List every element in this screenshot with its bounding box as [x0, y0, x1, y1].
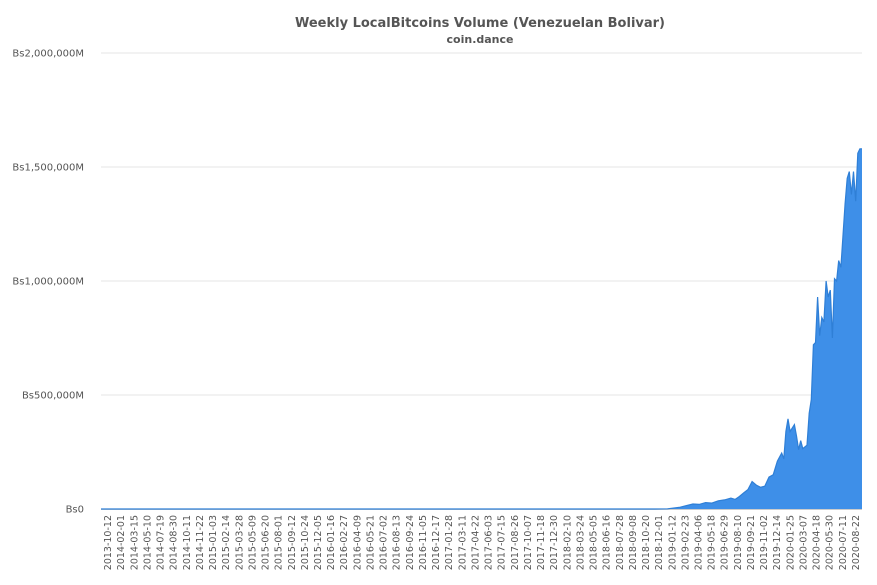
x-tick-label: 2018-12-01	[654, 515, 665, 570]
x-tick-label: 2014-08-30	[169, 515, 180, 570]
chart-subtitle: coin.dance	[447, 33, 514, 46]
y-tick-label: Bs500,000M	[22, 391, 84, 402]
x-tick-label: 2018-07-28	[615, 515, 626, 570]
x-tick-label: 2019-11-02	[759, 515, 770, 570]
x-axis: 2013-10-12 2014-02-01 2014-03-15 2014-05-10…	[103, 515, 862, 570]
x-tick-label: 2018-09-08	[628, 515, 639, 570]
y-tick-label: Bs1,000,000M	[12, 277, 84, 288]
x-tick-label: 2015-10-24	[300, 515, 311, 570]
x-tick-label: 2017-06-03	[484, 515, 495, 570]
y-tick-label: Bs2,000,000M	[12, 49, 84, 60]
x-tick-label: 2017-11-18	[536, 515, 547, 570]
y-tick-label: Bs1,500,000M	[12, 163, 84, 174]
x-tick-label: 2019-04-06	[694, 515, 705, 570]
x-tick-label: 2014-07-19	[156, 515, 167, 570]
x-tick-label: 2014-02-01	[116, 515, 127, 570]
x-tick-label: 2020-08-22	[851, 515, 862, 570]
x-tick-label: 2020-05-30	[825, 515, 836, 570]
x-tick-label: 2015-06-20	[261, 515, 272, 570]
x-tick-label: 2018-06-16	[602, 515, 613, 570]
x-tick-label: 2015-02-14	[221, 515, 232, 570]
x-tick-label: 2019-09-21	[746, 515, 757, 570]
x-tick-label: 2017-10-07	[523, 515, 534, 570]
x-tick-label: 2016-02-27	[339, 515, 350, 570]
series-area	[101, 148, 862, 510]
x-tick-label: 2017-04-22	[470, 515, 481, 570]
x-tick-label: 2019-06-29	[720, 515, 731, 570]
x-tick-label: 2015-03-28	[234, 515, 245, 570]
x-tick-label: 2018-05-05	[589, 515, 600, 570]
x-tick-label: 2015-05-09	[247, 515, 258, 570]
x-tick-label: 2016-07-02	[379, 515, 390, 570]
x-tick-label: 2017-12-30	[549, 515, 560, 570]
x-tick-label: 2018-03-24	[575, 515, 586, 570]
x-tick-label: 2019-05-18	[707, 515, 718, 570]
x-tick-label: 2020-04-18	[812, 515, 823, 570]
x-tick-label: 2019-01-12	[667, 515, 678, 570]
x-tick-label: 2017-08-26	[510, 515, 521, 570]
x-tick-label: 2015-01-03	[208, 515, 219, 570]
chart-title: Weekly LocalBitcoins Volume (Venezuelan …	[295, 16, 665, 31]
x-tick-label: 2014-03-15	[129, 515, 140, 570]
x-tick-label: 2016-12-17	[431, 515, 442, 570]
x-tick-label: 2020-03-07	[799, 515, 810, 570]
x-tick-label: 2015-08-01	[274, 515, 285, 570]
x-tick-label: 2013-10-12	[103, 515, 114, 570]
x-tick-label: 2017-03-11	[457, 515, 468, 570]
x-tick-label: 2017-01-28	[444, 515, 455, 570]
x-tick-label: 2019-12-14	[772, 515, 783, 570]
x-tick-label: 2016-01-16	[326, 515, 337, 570]
x-tick-label: 2016-04-09	[352, 515, 363, 570]
x-tick-label: 2019-08-10	[733, 515, 744, 570]
series-line	[101, 148, 862, 510]
y-axis: Bs0 Bs500,000M Bs1,000,000M Bs1,500,000M Bs2…	[12, 49, 84, 516]
x-tick-label: 2020-07-11	[838, 515, 849, 570]
x-tick-label: 2016-11-05	[418, 515, 429, 570]
x-tick-label: 2016-09-24	[405, 515, 416, 570]
x-tick-label: 2015-12-05	[313, 515, 324, 570]
x-tick-label: 2014-05-10	[142, 515, 153, 570]
series-area-fill	[101, 148, 862, 510]
x-tick-label: 2019-02-23	[680, 515, 691, 570]
x-tick-label: 2017-07-15	[497, 515, 508, 570]
gridlines	[101, 52, 862, 510]
y-tick-label: Bs0	[66, 505, 84, 516]
x-tick-label: 2016-08-13	[392, 515, 403, 570]
x-tick-label: 2016-05-21	[366, 515, 377, 570]
x-tick-label: 2015-09-12	[287, 515, 298, 570]
x-tick-label: 2014-11-22	[195, 515, 206, 570]
x-tick-label: 2018-02-10	[562, 515, 573, 570]
x-tick-label: 2018-10-20	[641, 515, 652, 570]
x-tick-label: 2014-10-11	[182, 515, 193, 570]
x-tick-label: 2020-01-25	[785, 515, 796, 570]
